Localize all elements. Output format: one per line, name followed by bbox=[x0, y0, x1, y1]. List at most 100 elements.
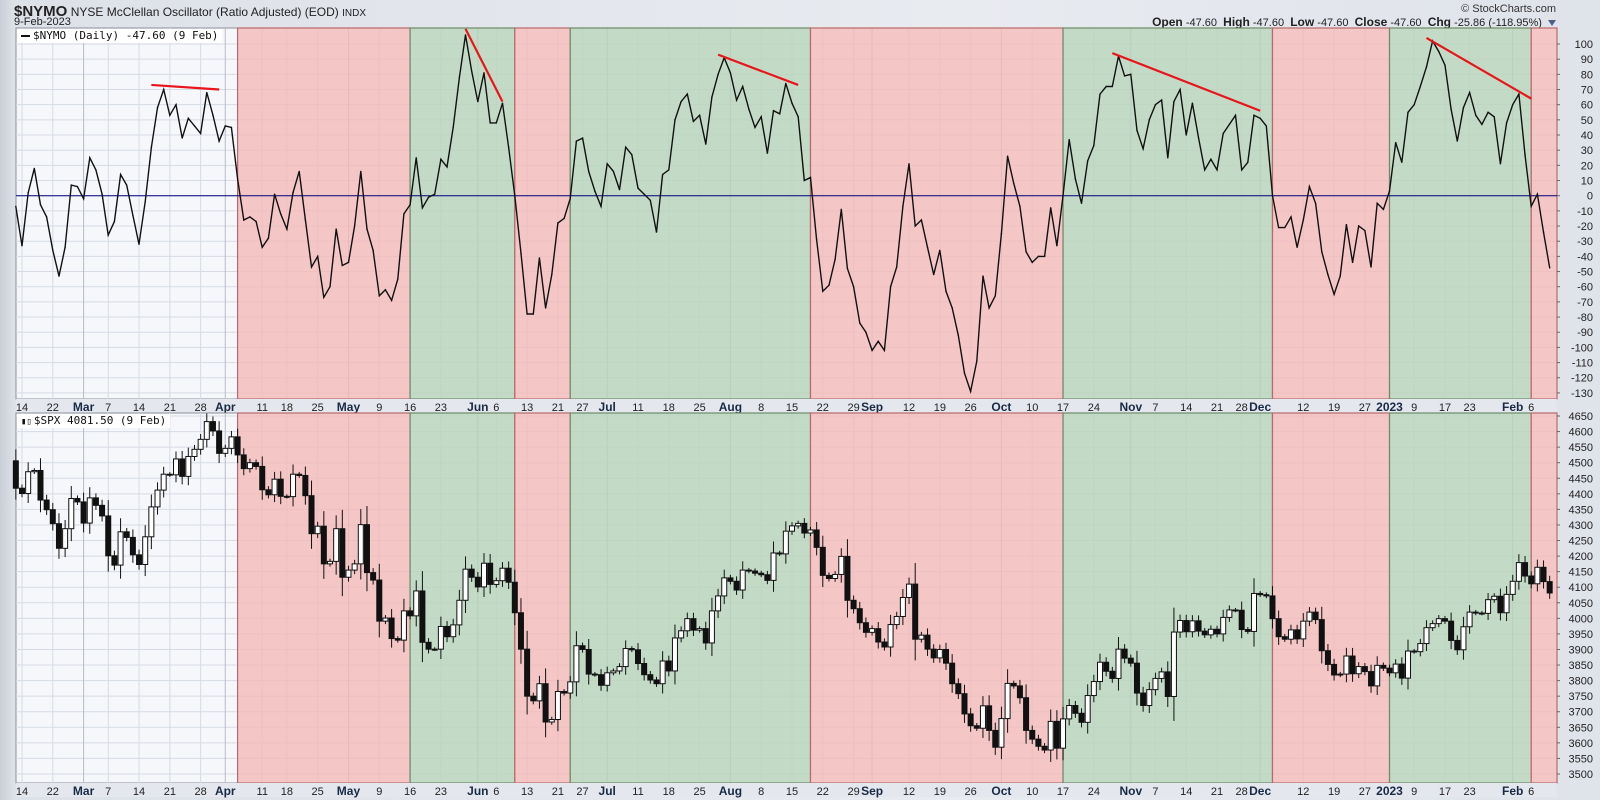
candle bbox=[1472, 609, 1479, 616]
candle bbox=[1152, 672, 1159, 696]
x-tick-label: 26 bbox=[965, 402, 977, 414]
candle bbox=[770, 541, 777, 592]
nymo-point bbox=[292, 191, 294, 194]
candle-body bbox=[542, 683, 549, 723]
nymo-point bbox=[1062, 195, 1064, 197]
candle-body bbox=[308, 495, 315, 535]
candle-body bbox=[906, 583, 913, 598]
nymo-point bbox=[1031, 261, 1033, 264]
nymo-point bbox=[803, 179, 806, 182]
candle bbox=[1491, 593, 1498, 603]
candle bbox=[949, 654, 956, 693]
candle-body bbox=[850, 599, 857, 610]
x-tick-label: Apr bbox=[215, 400, 236, 414]
candle bbox=[246, 458, 253, 473]
nymo-legend: $NYMO (Daily) -47.60 (9 Feb) bbox=[17, 29, 223, 43]
candle bbox=[363, 505, 370, 592]
x-tick-label: 27 bbox=[1359, 402, 1371, 414]
nymo-point bbox=[661, 173, 664, 176]
chart-title: $NYMO NYSE McClellan Oscillator (Ratio A… bbox=[14, 3, 366, 20]
nymo-point bbox=[828, 284, 830, 286]
x-tick-label: Mar bbox=[73, 400, 95, 414]
nymo-point bbox=[119, 173, 122, 176]
nymo-point bbox=[618, 188, 621, 191]
nymo-point bbox=[1345, 223, 1348, 226]
y-tick-label: 4650 bbox=[1569, 411, 1593, 423]
candle-body bbox=[105, 515, 112, 557]
nymo-point bbox=[760, 116, 762, 118]
nymo-point bbox=[951, 307, 953, 309]
x-tick-label: Aug bbox=[719, 784, 742, 798]
nymo-point bbox=[1105, 85, 1107, 88]
x-tick-label: 24 bbox=[1088, 786, 1100, 798]
candle-body bbox=[752, 570, 759, 574]
y-tick-label: 4000 bbox=[1569, 613, 1593, 625]
candle bbox=[616, 663, 623, 675]
red-region bbox=[1530, 27, 1558, 400]
candle-body bbox=[739, 569, 746, 591]
y-tick-label: 3500 bbox=[1569, 769, 1593, 781]
red-region bbox=[1530, 412, 1558, 784]
candle bbox=[1546, 575, 1553, 599]
candle bbox=[906, 577, 913, 605]
candle-body bbox=[253, 462, 260, 467]
candle-body bbox=[1374, 664, 1381, 687]
nymo-point bbox=[132, 214, 134, 217]
x-tick-label: 6 bbox=[1528, 786, 1534, 798]
nymo-point bbox=[507, 146, 510, 148]
x-tick-label: 15 bbox=[786, 402, 798, 414]
candle bbox=[1016, 679, 1023, 704]
x-tick-label: 11 bbox=[632, 786, 643, 798]
caret-down-icon[interactable] bbox=[1548, 20, 1556, 27]
x-tick-label: 28 bbox=[195, 402, 207, 414]
candle bbox=[142, 525, 149, 577]
candle bbox=[924, 628, 931, 656]
candle-body bbox=[37, 469, 44, 501]
trendline bbox=[1425, 36, 1532, 100]
candle bbox=[789, 522, 795, 535]
candle bbox=[869, 625, 876, 636]
nymo-point bbox=[1382, 208, 1385, 211]
x-tick-label: Jun bbox=[467, 400, 488, 414]
green-region bbox=[1388, 412, 1532, 784]
x-tick-label: 8 bbox=[758, 786, 764, 798]
candle-body bbox=[209, 421, 216, 432]
candle bbox=[1109, 666, 1116, 683]
nymo-point bbox=[865, 331, 867, 333]
candle-body bbox=[671, 637, 678, 672]
candle bbox=[1287, 624, 1294, 645]
candle bbox=[49, 502, 56, 531]
candle-body bbox=[998, 718, 1005, 748]
candle bbox=[1090, 674, 1097, 703]
candle bbox=[12, 449, 19, 500]
nymo-point bbox=[557, 222, 559, 224]
candle-body bbox=[1306, 611, 1313, 622]
candle bbox=[912, 562, 919, 661]
candle-body bbox=[1084, 695, 1091, 723]
nymo-point bbox=[1111, 85, 1114, 88]
nymo-point bbox=[1160, 99, 1163, 101]
candle-body bbox=[1226, 609, 1233, 618]
candle-body bbox=[228, 436, 235, 449]
nymo-point bbox=[606, 163, 608, 165]
candle bbox=[1170, 607, 1177, 721]
candle bbox=[179, 450, 186, 485]
candle bbox=[1004, 669, 1011, 733]
nymo-point bbox=[144, 201, 146, 203]
candle bbox=[1318, 606, 1325, 664]
candle bbox=[893, 611, 900, 630]
nymo-point bbox=[347, 261, 350, 264]
nymo-point bbox=[1327, 273, 1329, 276]
candle bbox=[444, 620, 451, 643]
candle-body bbox=[1546, 581, 1553, 594]
candle bbox=[382, 615, 389, 625]
candle-body bbox=[641, 662, 648, 676]
x-tick-label: 22 bbox=[47, 786, 59, 798]
y-tick-label: 4400 bbox=[1569, 489, 1593, 501]
nymo-point bbox=[1050, 207, 1052, 209]
candlestick-icon: ▮▯ bbox=[21, 417, 32, 427]
nymo-point bbox=[1512, 103, 1514, 106]
y-tick-label: 4050 bbox=[1569, 598, 1593, 610]
candle-body bbox=[1251, 592, 1257, 632]
candle bbox=[1257, 591, 1264, 597]
